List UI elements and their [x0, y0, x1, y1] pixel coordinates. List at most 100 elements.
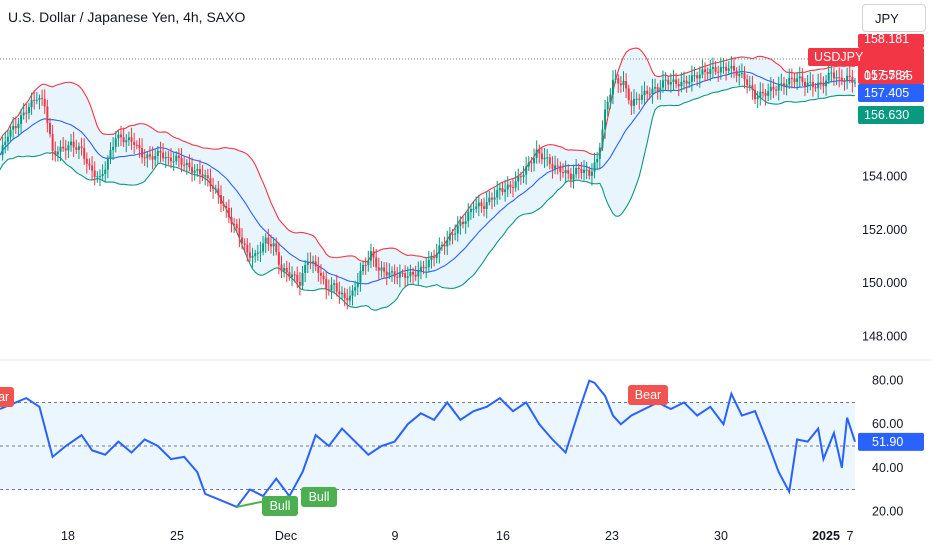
candle-body — [559, 166, 562, 173]
currency-selector[interactable]: JPY — [862, 4, 926, 32]
candle-body — [835, 77, 838, 79]
candle-body — [493, 197, 496, 200]
candle-body — [12, 126, 15, 130]
candle-body — [630, 100, 633, 106]
candle-body — [230, 217, 233, 225]
candle-body — [77, 146, 80, 150]
candle-body — [659, 87, 662, 92]
candle-body — [151, 156, 154, 160]
candle-body — [698, 74, 701, 79]
candle-body — [317, 266, 320, 273]
candle-body — [54, 150, 57, 155]
candle-body — [806, 82, 809, 87]
candle-body — [593, 162, 596, 172]
candle-body — [804, 81, 807, 87]
candle-body — [446, 240, 449, 247]
candle-body — [167, 156, 170, 158]
rsi-line — [0, 379, 856, 509]
rsi-value-tag: 51.90 — [872, 435, 903, 449]
x-tick-label: 2025 — [812, 529, 840, 543]
candle-body — [643, 90, 646, 95]
candle-body — [743, 73, 746, 80]
candle-body — [838, 77, 841, 79]
candle-body — [467, 212, 470, 222]
candle-body — [251, 256, 254, 258]
candle-body — [525, 166, 528, 175]
candle-body — [427, 259, 430, 268]
candle-body — [661, 80, 664, 88]
candle-body — [832, 72, 835, 79]
candle-body — [114, 138, 117, 147]
candle-body — [91, 165, 94, 171]
candle-body — [727, 68, 730, 71]
candle-body — [551, 164, 554, 169]
candle-body — [343, 292, 346, 298]
candle-body — [512, 186, 514, 188]
candle-body — [751, 85, 754, 90]
candle-body — [269, 244, 272, 247]
candle-body — [377, 267, 380, 271]
candle-body — [601, 129, 604, 148]
candle-body — [133, 141, 136, 145]
candle-body — [20, 115, 23, 124]
candle-body — [719, 66, 722, 73]
candle-body — [627, 88, 630, 101]
candle-body — [354, 287, 357, 291]
candle-body — [277, 252, 280, 265]
candle-body — [409, 271, 412, 277]
bull-label-2: Bull — [309, 490, 330, 504]
candle-body — [248, 252, 251, 258]
candle-body — [714, 67, 717, 72]
candle-body — [383, 267, 386, 272]
candle-body — [280, 264, 283, 271]
x-tick-label: 18 — [61, 529, 75, 543]
candle-body — [540, 153, 543, 160]
candle-body — [635, 98, 638, 100]
candle-body — [588, 169, 591, 176]
rsi-value-tag-bg — [858, 432, 924, 451]
candle-body — [27, 107, 30, 113]
candle-body — [356, 282, 359, 288]
bollinger-lower-line — [0, 85, 856, 311]
candle-body — [41, 98, 44, 100]
bear-label-right-bg — [628, 385, 668, 405]
candle-body — [475, 206, 478, 209]
candle-body — [217, 188, 220, 196]
candle-body — [572, 174, 575, 180]
candle-body — [840, 77, 843, 82]
candle-body — [640, 94, 643, 100]
lower-band-price-tag: 156.630 — [864, 108, 909, 122]
candle-body — [675, 79, 678, 84]
candle-body — [120, 134, 123, 138]
candle-body — [851, 77, 854, 83]
candle-body — [335, 283, 338, 292]
candle-body — [38, 98, 41, 100]
candle-body — [761, 91, 764, 94]
candle-body — [75, 147, 78, 150]
candle-body — [519, 176, 522, 178]
candle-body — [798, 76, 801, 79]
currency-label: JPY — [875, 11, 899, 26]
candle-body — [569, 173, 572, 180]
candle-body — [414, 274, 417, 277]
rsi-tick-label: 40.00 — [872, 461, 903, 475]
candle-body — [522, 174, 525, 178]
candle-body — [285, 267, 288, 273]
candle-body — [125, 140, 128, 143]
candle-body — [464, 221, 467, 224]
candle-body — [212, 186, 215, 189]
candle-body — [746, 79, 749, 86]
candle-body — [754, 89, 757, 100]
candle-body — [843, 81, 846, 83]
candle-body — [325, 279, 328, 290]
candle-body — [769, 86, 772, 92]
bull-label-1-bg — [262, 496, 298, 516]
rsi-tick-label: 60.00 — [872, 417, 903, 431]
candle-body — [135, 144, 138, 146]
candle-body — [9, 129, 12, 137]
candle-body — [327, 289, 330, 291]
candle-body — [196, 168, 199, 171]
candle-body — [756, 97, 759, 100]
candle-body — [80, 146, 83, 148]
